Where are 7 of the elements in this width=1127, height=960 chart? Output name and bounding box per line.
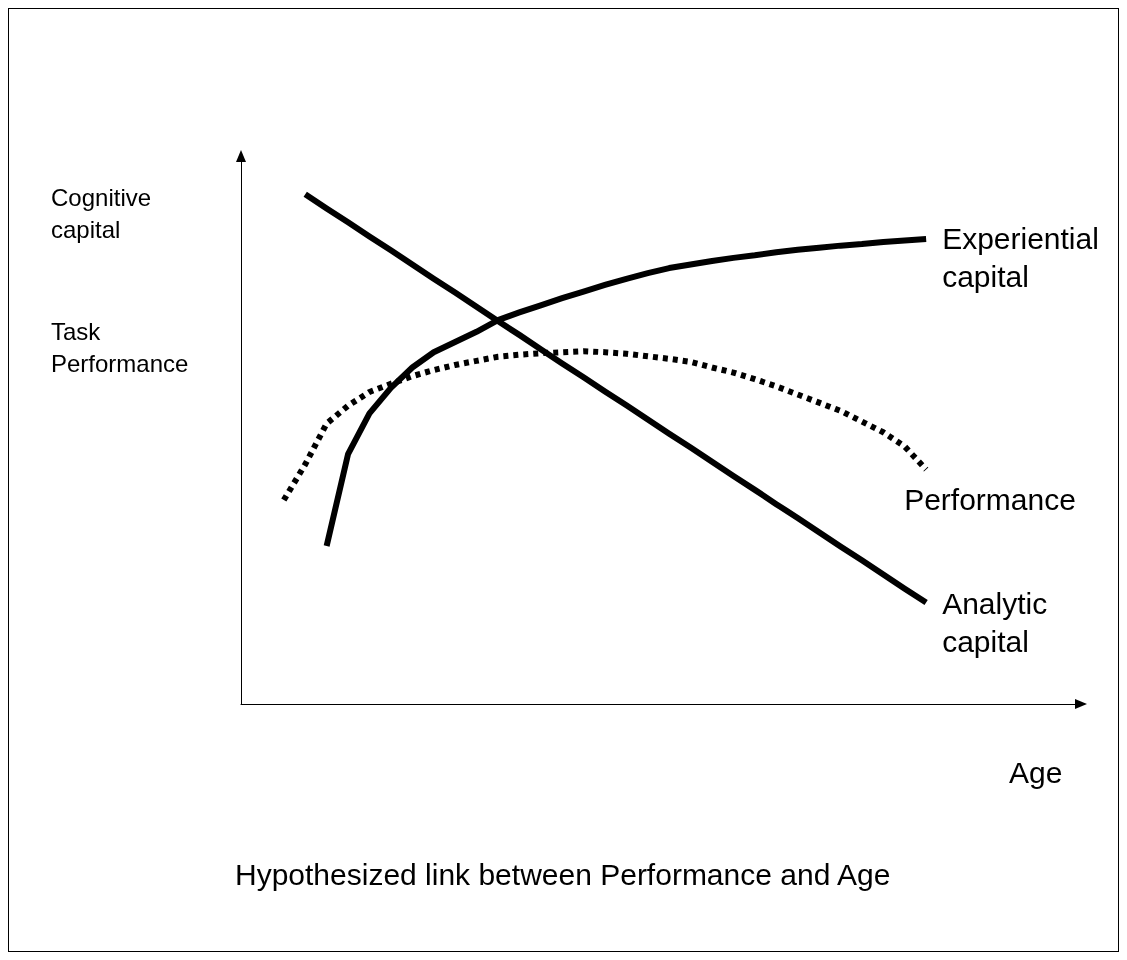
text: Hypothesized link between Performance and Age [234, 857, 891, 891]
text: Task Performance [51, 317, 189, 377]
y-axis-title: Cognitive capital [51, 183, 152, 243]
x-axis-title: Age [1009, 755, 1063, 789]
series-label: Performance [904, 482, 1076, 516]
series-label: Analytic capital [942, 587, 1048, 659]
series-label: Experiential capital [942, 221, 1099, 293]
